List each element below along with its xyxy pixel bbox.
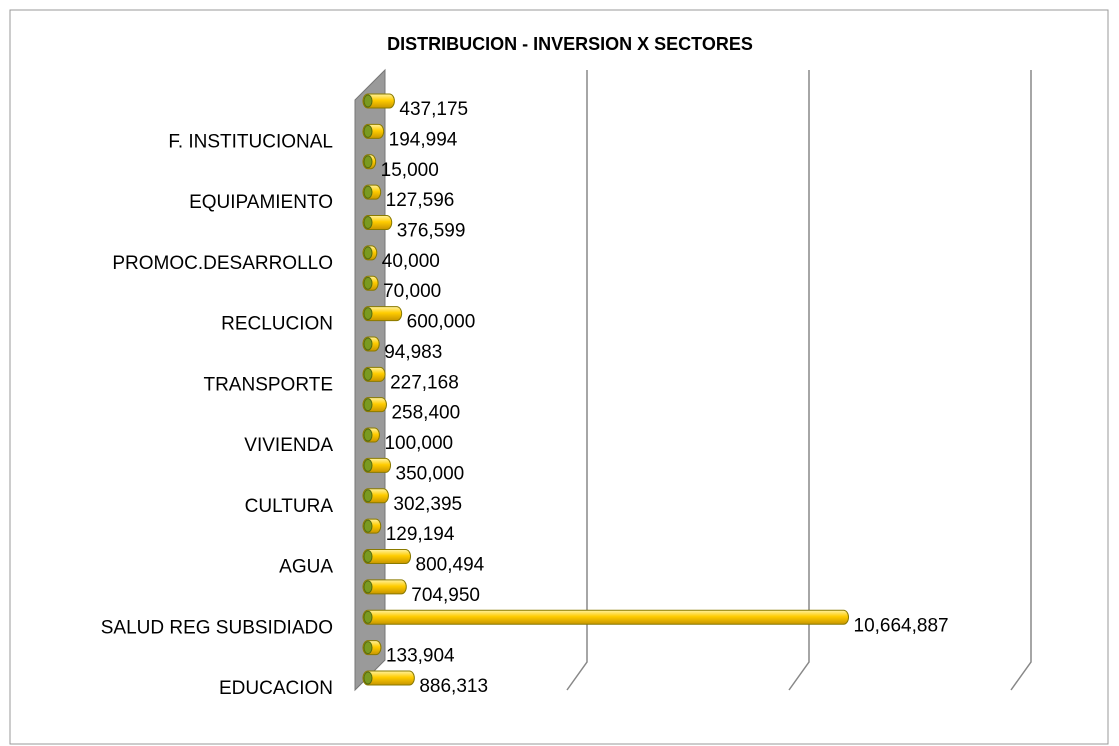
bar — [362, 306, 403, 322]
bar-cap — [363, 428, 373, 442]
value-label: 94,983 — [384, 342, 442, 363]
value-label: 133,904 — [386, 646, 455, 667]
value-label: 800,494 — [416, 555, 485, 576]
bar — [362, 609, 850, 625]
category-label: EDUCACION — [219, 678, 333, 699]
value-label: 350,000 — [396, 463, 465, 484]
grid-line — [788, 70, 810, 691]
bar — [362, 579, 407, 595]
bar-cap — [363, 276, 373, 290]
bar-cap — [363, 246, 373, 260]
bar-cap — [363, 215, 373, 229]
value-label: 437,175 — [399, 99, 468, 120]
bar-cap — [363, 124, 373, 138]
category-label: SALUD REG SUBSIDIADO — [101, 617, 333, 638]
grid-line — [566, 70, 588, 691]
category-label: CULTURA — [245, 496, 334, 517]
bar — [362, 670, 415, 686]
bar — [362, 549, 412, 565]
bar-cap — [363, 550, 373, 564]
value-label: 40,000 — [382, 251, 440, 272]
category-label: F. INSTITUCIONAL — [168, 131, 333, 152]
bar-cap — [363, 185, 373, 199]
bar-cap — [363, 94, 373, 108]
bar-cap — [363, 398, 373, 412]
bar-cap — [363, 367, 373, 381]
bar-cap — [363, 610, 373, 624]
value-label: 100,000 — [384, 433, 453, 454]
value-label: 70,000 — [383, 281, 441, 302]
bar-cap — [363, 337, 373, 351]
bar-cap — [363, 641, 373, 655]
value-label: 127,596 — [386, 190, 455, 211]
value-label: 376,599 — [397, 220, 466, 241]
category-label: EQUIPAMIENTO — [189, 192, 333, 213]
bar-cap — [363, 519, 373, 533]
value-label: 194,994 — [389, 129, 458, 150]
category-label: VIVIENDA — [244, 435, 333, 456]
category-label: PROMOC.DESARROLLO — [112, 253, 333, 274]
category-label: TRANSPORTE — [203, 374, 333, 395]
bar-cap — [363, 489, 373, 503]
grid-line — [1010, 70, 1032, 691]
bar-cap — [363, 155, 373, 169]
value-label: 15,000 — [381, 160, 439, 181]
value-label: 886,313 — [419, 676, 488, 697]
value-label: 258,400 — [391, 403, 460, 424]
value-label: 10,664,887 — [854, 615, 949, 636]
bar-cap — [363, 580, 373, 594]
bar-cap — [363, 458, 373, 472]
bar-cap — [363, 307, 373, 321]
value-label: 600,000 — [407, 312, 476, 333]
bar-cap — [363, 671, 373, 685]
chart-frame — [9, 9, 1109, 745]
category-label: AGUA — [279, 557, 333, 578]
value-label: 227,168 — [390, 372, 459, 393]
value-label: 704,950 — [411, 585, 480, 606]
value-label: 129,194 — [386, 524, 455, 545]
chart-title: DISTRIBUCION - INVERSION X SECTORES — [387, 34, 753, 54]
category-label: RECLUCION — [221, 314, 333, 335]
value-label: 302,395 — [393, 494, 462, 515]
